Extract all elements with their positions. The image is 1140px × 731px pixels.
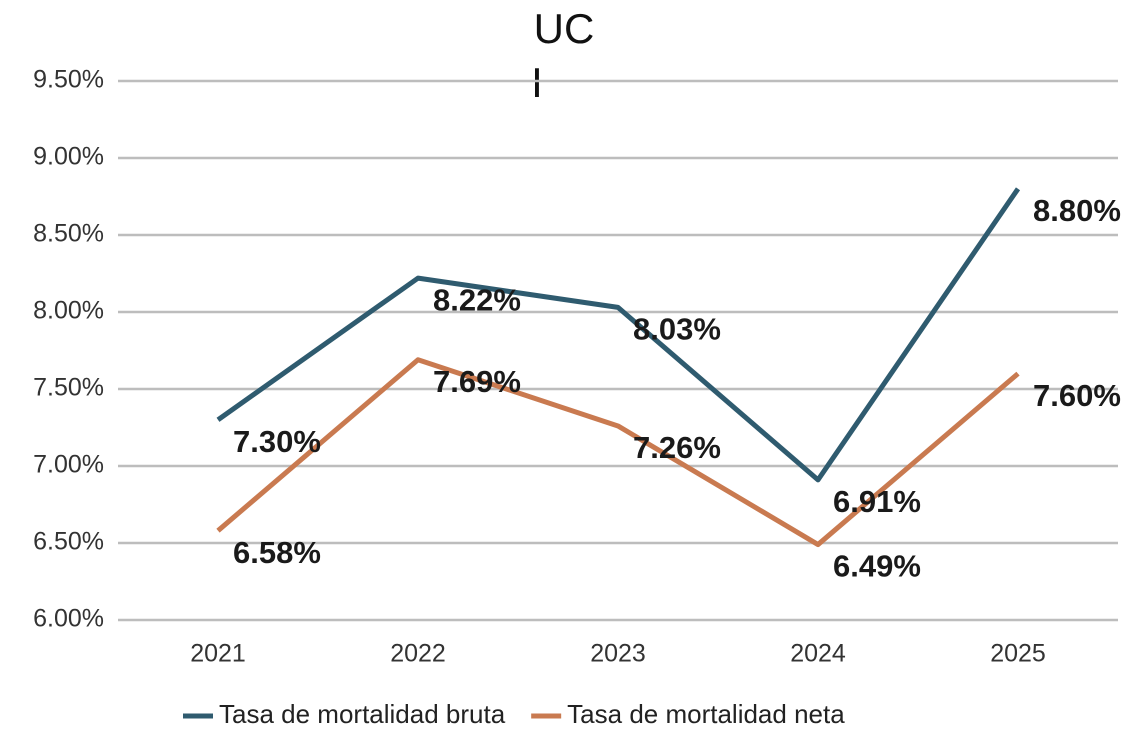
y-tick-label: 9.50% (33, 66, 104, 94)
y-tick-label: 8.00% (33, 297, 104, 325)
data-label: 8.80% (1033, 193, 1121, 228)
data-label: 6.49% (833, 549, 921, 584)
x-tick-label: 2024 (790, 640, 846, 668)
data-label: 6.91% (833, 484, 921, 519)
y-tick-label: 8.50% (33, 220, 104, 248)
legend-label: Tasa de mortalidad bruta (219, 699, 506, 729)
data-label: 7.69% (433, 364, 521, 399)
series-line (216, 187, 1021, 483)
x-tick-label: 2025 (990, 640, 1046, 668)
y-tick-label: 6.00% (33, 605, 104, 633)
y-tick-label: 7.00% (33, 451, 104, 479)
series-line (216, 357, 1020, 548)
data-label: 8.03% (633, 312, 721, 347)
chart-title: I (531, 59, 543, 106)
y-tick-label: 9.00% (33, 143, 104, 171)
x-tick-label: 2023 (590, 640, 646, 668)
y-tick-label: 6.50% (33, 528, 104, 556)
data-label: 7.30% (233, 424, 321, 459)
x-tick-label: 2022 (390, 640, 446, 668)
y-tick-label: 7.50% (33, 374, 104, 402)
data-label: 7.60% (1033, 378, 1121, 413)
data-label: 6.58% (233, 535, 321, 570)
data-label: 8.22% (433, 282, 521, 317)
chart-title: UC (534, 5, 595, 52)
legend-label: Tasa de mortalidad neta (567, 699, 845, 729)
data-label: 7.26% (633, 430, 721, 465)
x-tick-label: 2021 (190, 640, 246, 668)
